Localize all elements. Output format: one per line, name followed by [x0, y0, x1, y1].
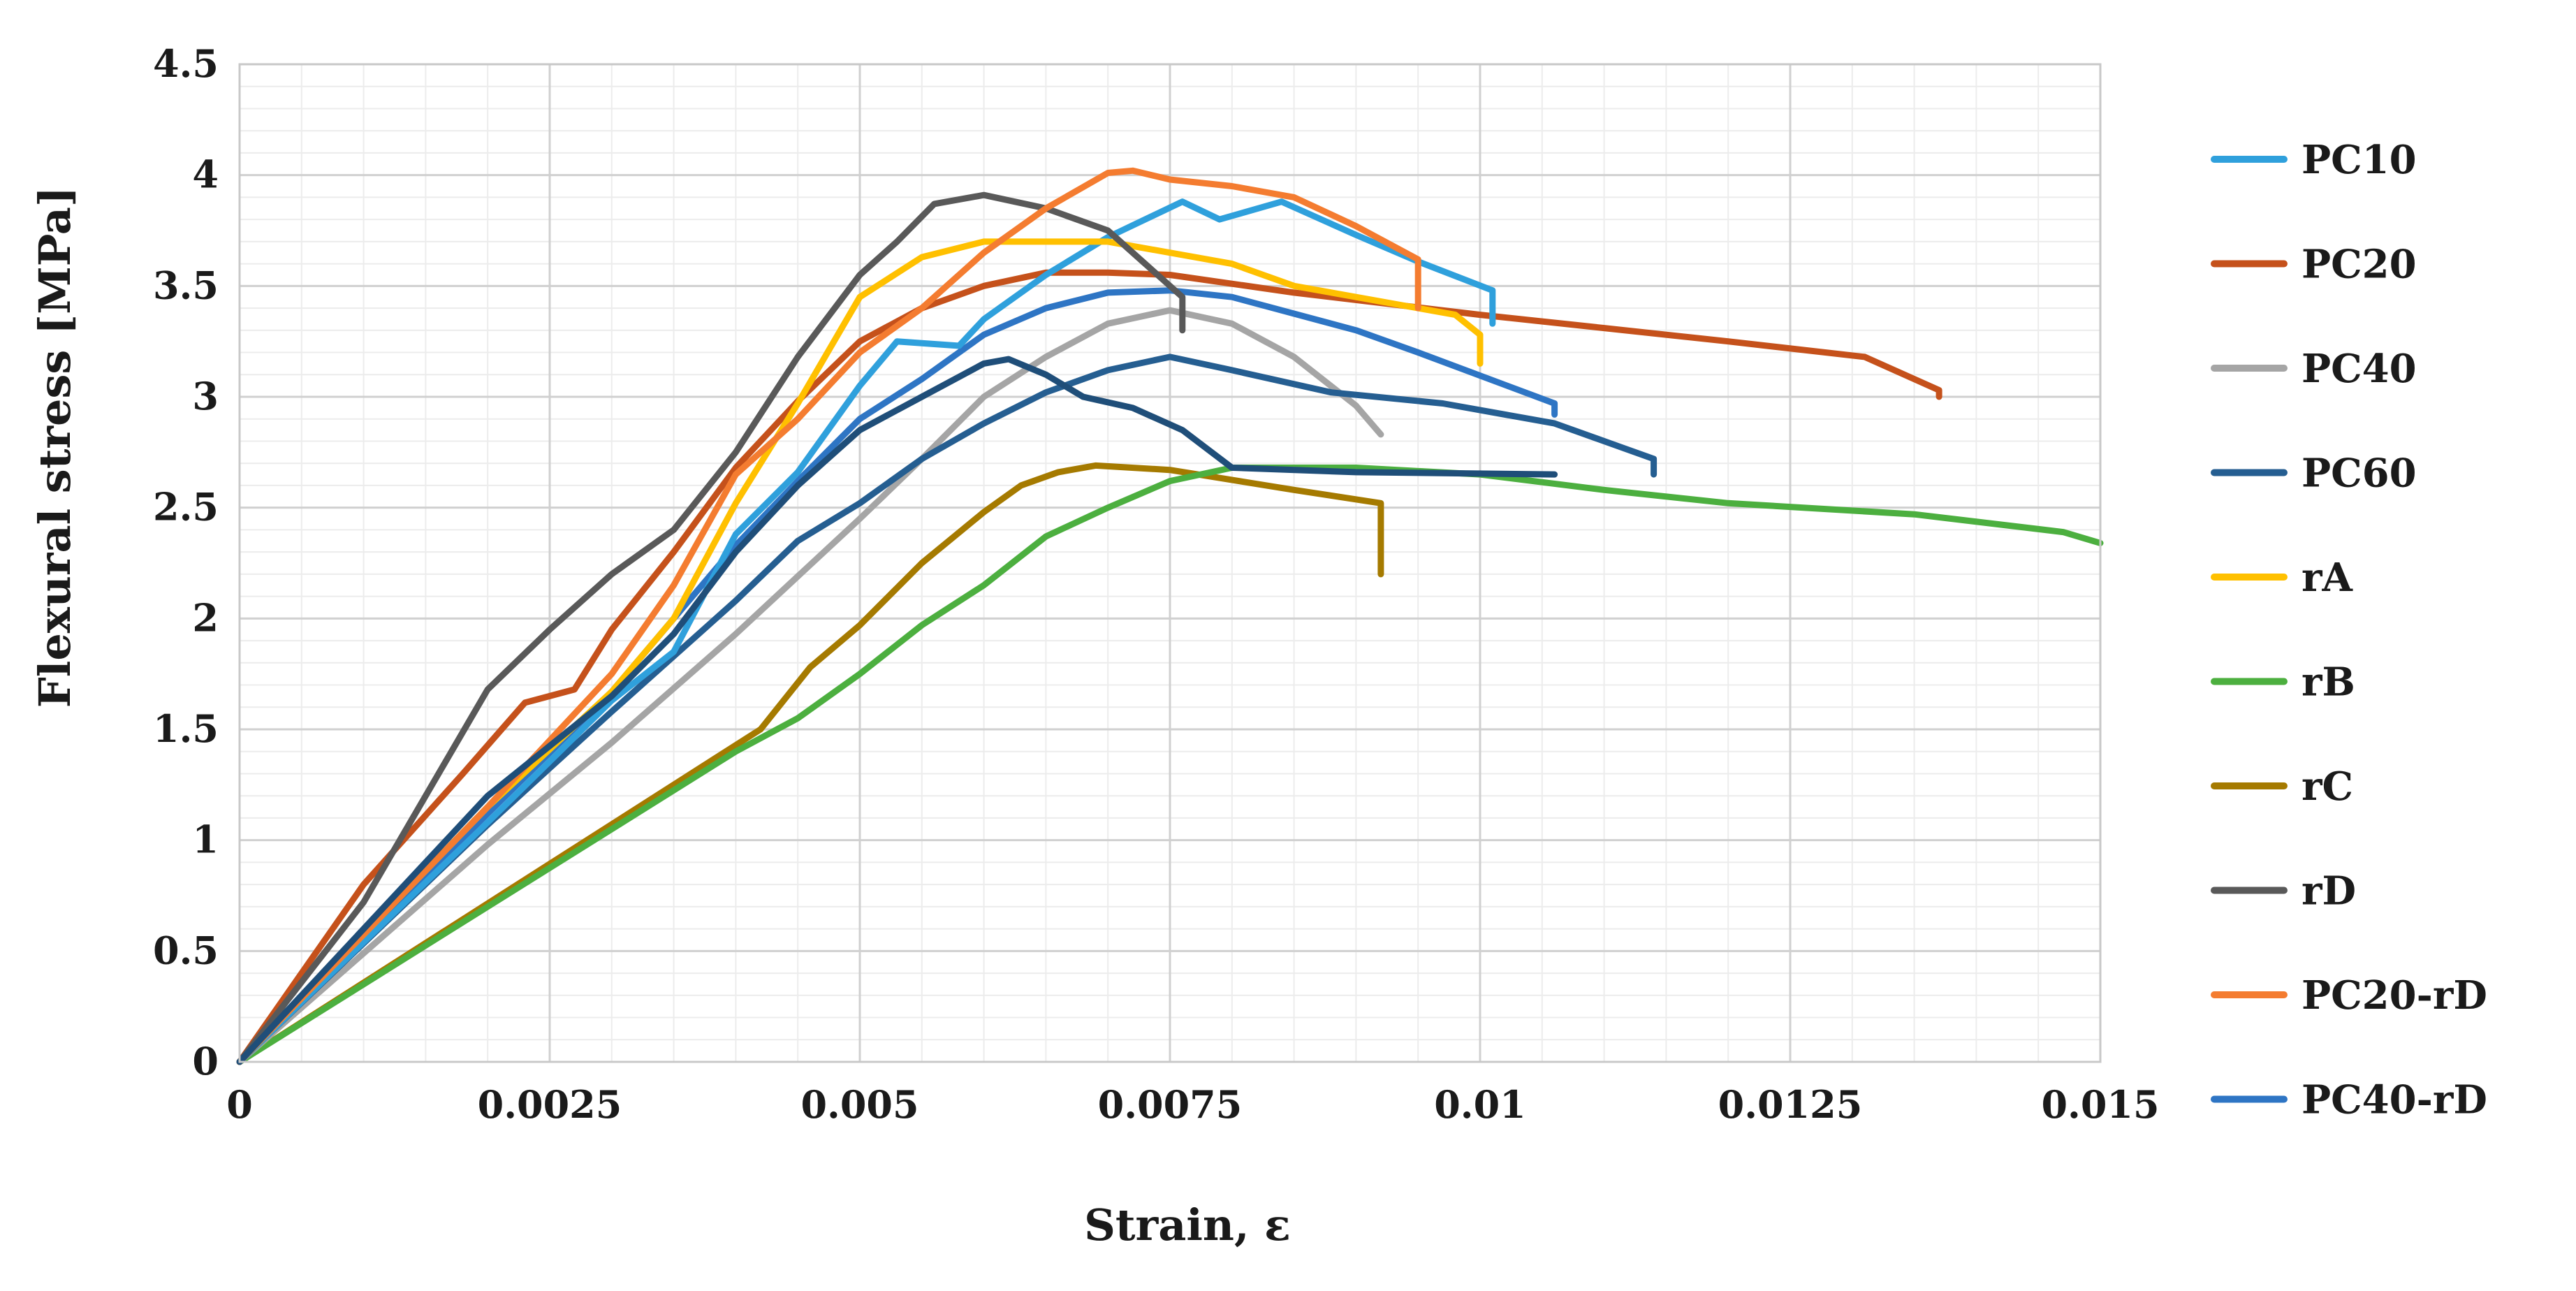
y-tick-label: 2 [192, 595, 219, 640]
series-line-pc10 [236, 198, 1496, 1065]
y-tick-label: 4 [192, 152, 219, 197]
x-tick-label: 0 [226, 1082, 253, 1127]
y-tick-label: 3.5 [153, 263, 219, 307]
series-line-rd [236, 191, 1186, 1065]
legend-label-ra: rA [2301, 555, 2354, 601]
legend-label-pc40-rd: PC40-rD [2301, 1077, 2487, 1123]
series-line-ra [236, 238, 1484, 1065]
legend: PC10 PC20 PC40 PC60 rA rB rC rD PC20-rD PC40-rD [2211, 137, 2487, 1123]
legend-label-pc20-rd: PC20-rD [2301, 972, 2487, 1019]
legend-label-pc40: PC40 [2301, 346, 2417, 392]
series-line-rc [236, 462, 1384, 1065]
x-tick-label: 0.01 [1434, 1082, 1526, 1127]
y-axis-title: Flexural stress [MPa] [29, 187, 80, 708]
y-tick-label: 1 [192, 817, 219, 862]
series-line-pc40 [236, 307, 1384, 1065]
plot-frame [238, 63, 2102, 1063]
x-tick-label: 0.0125 [1718, 1082, 1863, 1127]
series-line-pc60 [236, 353, 1657, 1065]
legend-label-rb: rB [2301, 659, 2355, 706]
series-line-pc60-late [236, 356, 1558, 1065]
x-tick-label: 0.0025 [478, 1082, 622, 1127]
y-tick-label: 2.5 [153, 485, 219, 530]
axes [238, 63, 2102, 1063]
series-lines [236, 167, 2104, 1065]
legend-label-rc: rC [2301, 764, 2353, 810]
y-tick-label: 0 [192, 1039, 219, 1084]
tick-labels: 0 0.0025 0.005 0.0075 0.01 0.0125 0.015 0 0.5 1 1.… [153, 41, 2160, 1127]
legend-label-pc60: PC60 [2301, 451, 2417, 497]
y-tick-label: 4.5 [153, 41, 219, 86]
x-axis-title: Strain, ε [1084, 1199, 1291, 1250]
x-tick-label: 0.0075 [1098, 1082, 1243, 1127]
y-tick-label: 3 [192, 374, 219, 418]
y-tick-label: 0.5 [153, 928, 219, 972]
y-tick-label: 1.5 [153, 706, 219, 751]
x-tick-label: 0.015 [2041, 1082, 2159, 1127]
legend-label-pc10: PC10 [2301, 137, 2417, 183]
legend-label-rd: rD [2301, 868, 2356, 914]
x-tick-label: 0.005 [800, 1082, 919, 1127]
series-line-pc20 [236, 269, 1942, 1065]
series-line-pc20-rd [236, 167, 1421, 1065]
series-line-rb [236, 465, 2104, 1065]
legend-label-pc20: PC20 [2301, 242, 2417, 288]
